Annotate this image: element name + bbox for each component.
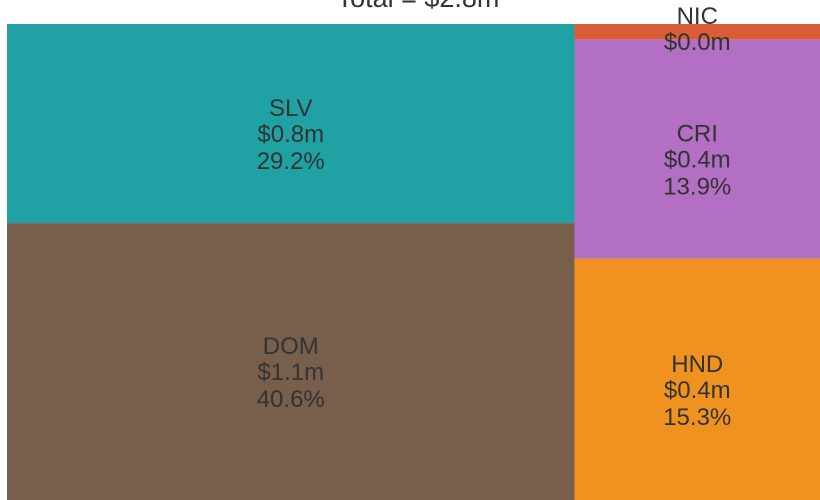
tile-label: NIC <box>677 3 718 30</box>
tile-percent: 40.6% <box>257 386 325 413</box>
chart-title: Total = $2.8m <box>337 0 500 13</box>
tile-percent: 29.2% <box>257 148 325 175</box>
tile-percent: 15.3% <box>663 404 731 431</box>
tile-amount: $0.4m <box>664 147 731 174</box>
tile <box>7 223 575 500</box>
tile-percent: 13.9% <box>663 174 731 201</box>
tile <box>7 24 575 224</box>
tile-amount: $0.8m <box>257 121 324 148</box>
tile-label: SLV <box>269 95 313 122</box>
tile-amount: $0.4m <box>664 377 731 404</box>
tile-label: DOM <box>263 333 319 360</box>
tile <box>574 24 820 40</box>
tiles <box>7 24 820 500</box>
labels: SLV$0.8m29.2%DOM$1.1m40.6%NIC$0.0mCRI$0.… <box>257 3 732 431</box>
tile-label: CRI <box>677 121 718 148</box>
tile <box>574 39 820 259</box>
tile-amount: $1.1m <box>257 359 324 386</box>
tile-amount: $0.0m <box>664 29 731 56</box>
tile-label: HND <box>671 351 723 378</box>
tile <box>574 258 820 500</box>
